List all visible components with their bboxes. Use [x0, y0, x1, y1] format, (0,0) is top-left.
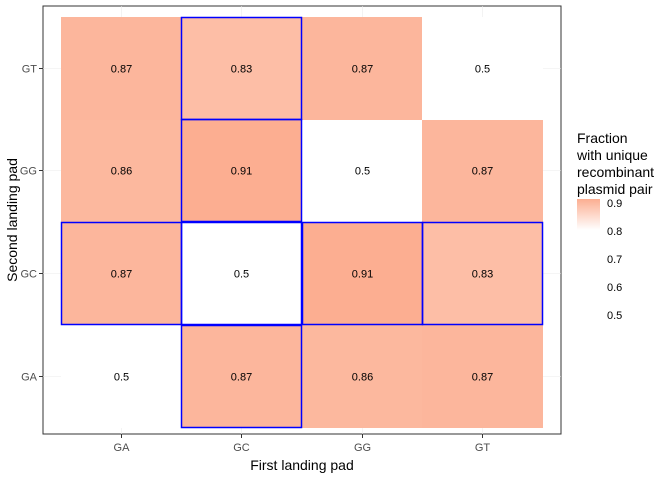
legend-tick-label: 0.7 [607, 254, 622, 266]
highlight-outlines [60, 16, 544, 429]
legend-title-line-1: Fraction [577, 130, 628, 146]
heatmap-cell [302, 325, 423, 428]
heatmap-cell [302, 119, 423, 222]
cell-value-label: 0.87 [352, 64, 373, 76]
y-tick-label-gg: GG [20, 166, 37, 178]
highlight-outline [421, 221, 544, 326]
x-tick-label-ga: GA [114, 442, 131, 454]
heatmap-cell [302, 222, 423, 325]
y-tick-label-gc: GC [21, 269, 38, 281]
cell-value-label: 0.5 [114, 372, 129, 384]
legend-colorbar [577, 199, 600, 230]
legend-title-line-3: recombinant [577, 164, 654, 180]
y-axis-ticks: GA GC GG GT [20, 64, 43, 384]
x-axis-title: First landing pad [250, 457, 354, 473]
cell-value-label: 0.83 [472, 269, 493, 281]
heatmap-cell [61, 222, 182, 325]
heatmap-cell [422, 325, 543, 428]
y-axis-title: Second landing pad [4, 158, 20, 282]
highlight-outline [180, 118, 303, 223]
heatmap-cell [61, 325, 182, 428]
x-tick-label-gg: GG [354, 442, 371, 454]
heatmap-cell [61, 119, 182, 222]
legend-tick-label: 0.8 [607, 226, 622, 238]
legend-ticks: 0.9 0.8 0.7 0.6 0.5 [607, 198, 622, 322]
legend-tick-label: 0.6 [607, 282, 622, 294]
heatmap-cell [181, 325, 302, 428]
cell-value-label: 0.91 [231, 166, 252, 178]
y-tick-label-gt: GT [22, 64, 38, 76]
cell-value-label: 0.86 [352, 372, 373, 384]
legend-title-line-4: plasmid pair [577, 181, 653, 197]
cell-value-label: 0.5 [234, 269, 249, 281]
legend-tick-label: 0.5 [607, 310, 622, 322]
cell-value-label: 0.5 [355, 166, 370, 178]
heatmap-cell-labels: 0.5 0.87 0.86 0.87 0.87 0.5 0.91 0.83 0.86 0.91 0.… [111, 64, 493, 384]
x-tick-label-gt: GT [475, 442, 491, 454]
cell-value-label: 0.87 [111, 269, 132, 281]
cell-value-label: 0.87 [111, 64, 132, 76]
heatmap-cell [181, 17, 302, 120]
heatmap-cell [422, 17, 543, 120]
highlight-outline [180, 324, 303, 429]
heatmap-cells [61, 17, 543, 428]
cell-value-label: 0.87 [472, 166, 493, 178]
heatmap-cell [302, 17, 423, 120]
y-tick-label-ga: GA [21, 372, 38, 384]
heatmap-cell [422, 119, 543, 222]
heatmap-cell [181, 119, 302, 222]
legend-tick-label: 0.9 [607, 198, 622, 210]
cell-value-label: 0.87 [472, 372, 493, 384]
x-axis-ticks: GA GC GG GT [114, 434, 491, 454]
cell-value-label: 0.83 [231, 64, 252, 76]
heatmap-cell [181, 222, 302, 325]
cell-value-label: 0.91 [352, 269, 373, 281]
x-tick-label-gc: GC [233, 442, 250, 454]
heatmap-cell [61, 17, 182, 120]
highlight-outline [180, 221, 303, 326]
cell-value-label: 0.87 [231, 372, 252, 384]
legend-title-line-2: with unique [576, 147, 648, 163]
cell-value-label: 0.86 [111, 166, 132, 178]
legend: Fraction with unique recombinant plasmid… [576, 130, 654, 322]
heatmap-cell [422, 222, 543, 325]
cell-value-label: 0.5 [475, 64, 490, 76]
